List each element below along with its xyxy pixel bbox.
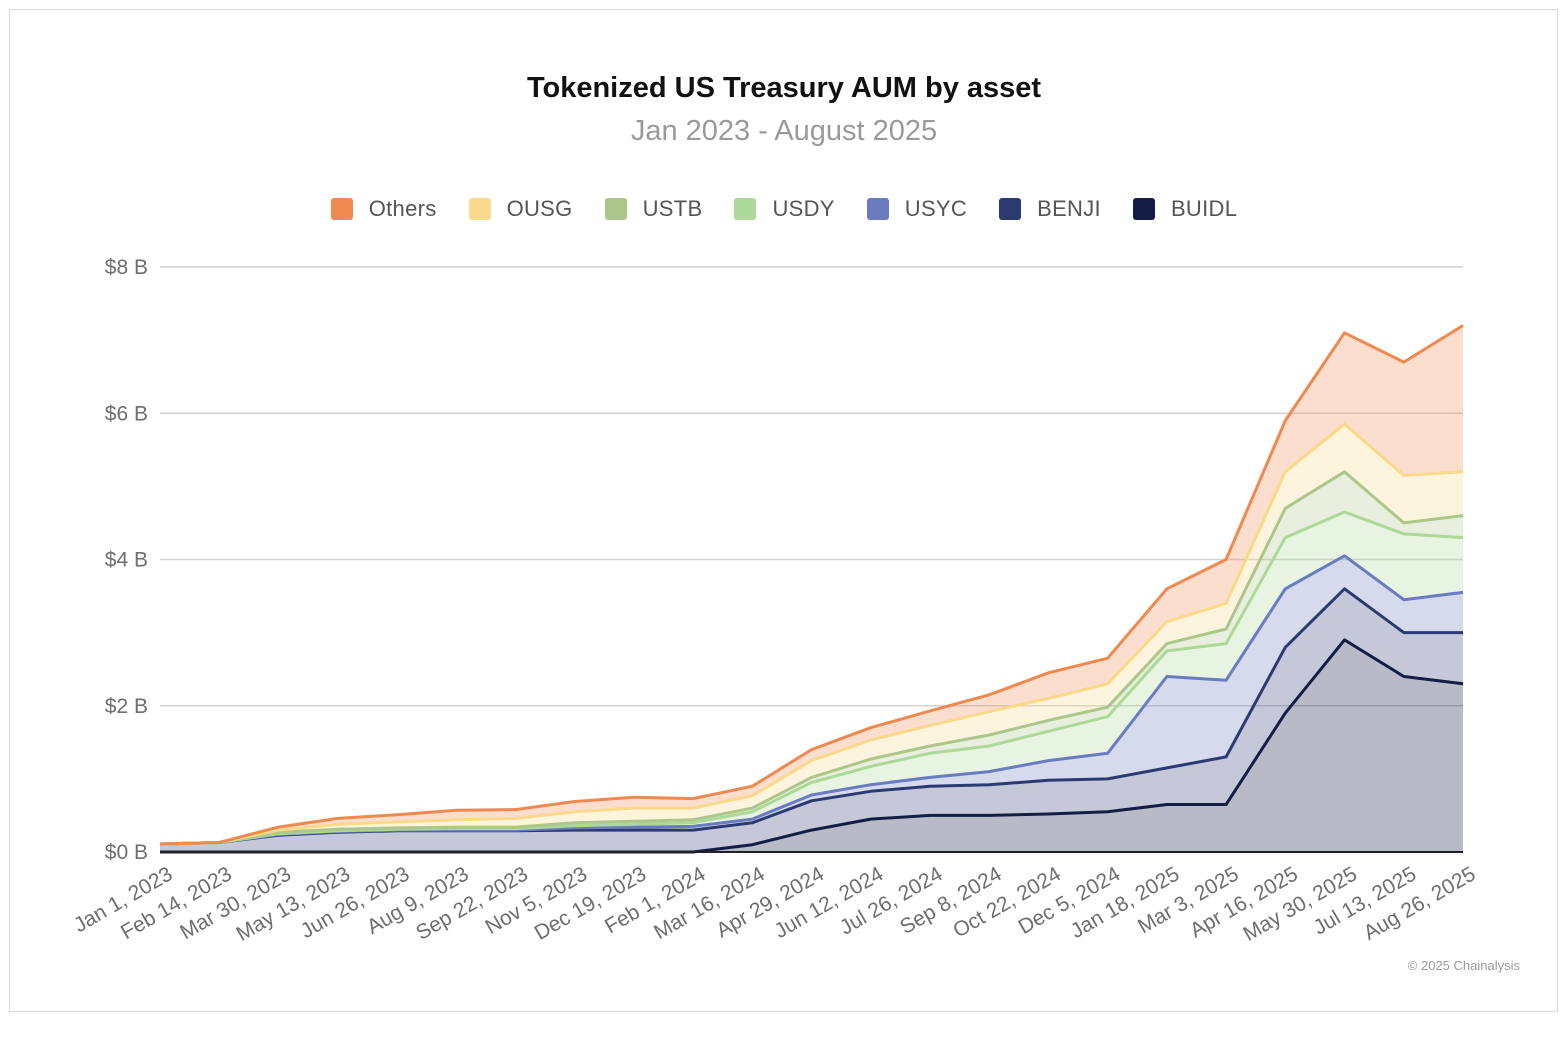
y-tick-label-1: $2 B [105,695,148,718]
legend-swatch-benji [999,198,1022,220]
line-others [159,324,1464,846]
y-tick-label-4: $8 B [105,256,148,279]
legend-swatch-ousg [468,198,491,220]
y-tick-label-3: $6 B [105,402,148,425]
legend-label-ousg: OUSG [506,196,573,221]
legend-item-usdy[interactable]: USDY [734,196,834,222]
chart-card [9,9,1558,1012]
legend-label-usyc: USYC [904,196,968,221]
area-benji [160,588,1463,852]
area-ustb [160,471,1463,844]
legend-item-ousg[interactable]: OUSG [468,196,573,222]
legend-label-ustb: USTB [642,196,703,221]
copyright-credit: © 2025 Chainalysis [1407,958,1520,973]
legend-label-benji: BENJI [1037,196,1101,221]
y-tick-label-0: $0 B [105,841,148,864]
legend-swatch-usyc [866,198,889,220]
chart-title: Tokenized US Treasury AUM by asset [526,72,1042,104]
legend-swatch-buidl [1132,198,1155,220]
legend-label-buidl: BUIDL [1170,196,1238,221]
chart-subtitle: Jan 2023 - August 2025 [630,115,938,147]
area-buidl [160,639,1463,852]
line-ousg [159,422,1464,846]
area-others [160,325,1463,844]
legend-item-ustb[interactable]: USTB [604,196,703,222]
legend-swatch-usdy [734,198,757,220]
legend-swatch-ustb [604,198,627,220]
legend-label-usdy: USDY [772,196,835,221]
legend: Others OUSG USTB USDY USYC BENJI BUIDL [0,196,1568,222]
legend-item-buidl[interactable]: BUIDL [1132,196,1238,222]
legend-item-usyc[interactable]: USYC [866,196,968,222]
legend-label-others: Others [368,196,437,221]
y-tick-label-2: $4 B [105,549,148,572]
legend-swatch-others [330,198,353,220]
legend-item-others[interactable]: Others [330,196,437,222]
legend-item-benji[interactable]: BENJI [999,196,1101,222]
line-ustb [159,470,1464,846]
